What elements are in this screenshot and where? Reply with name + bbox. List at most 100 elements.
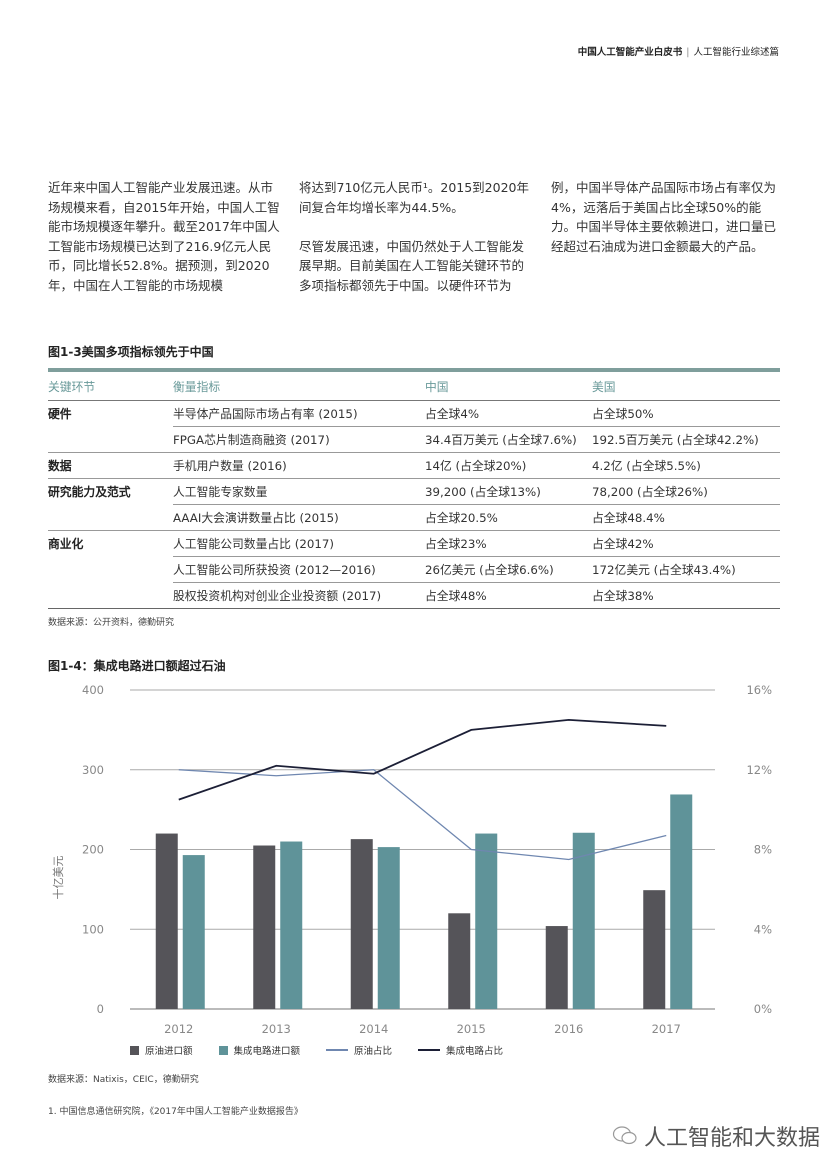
table-cell-metric: 人工智能公司数量占比 (2017) — [173, 530, 425, 557]
header-separator: | — [686, 47, 690, 58]
x-tick-label: 2014 — [359, 1022, 388, 1036]
legend-item: 原油占比 — [326, 1043, 392, 1057]
y-tick-label: 300 — [82, 763, 104, 777]
legend-item: 原油进口额 — [130, 1043, 193, 1057]
table-cell-china: 34.4百万美元 (占全球7.6%) — [425, 426, 592, 453]
bar-ic-2012 — [182, 855, 205, 1009]
table-cell-usa: 78,200 (占全球26%) — [592, 478, 780, 505]
table-row: 数据 手机用户数量 (2016) 14亿 (占全球20%) 4.2亿 (占全球5.5%… — [48, 452, 780, 479]
body-column-2: 将达到710亿元人民币¹。2015到2020年间复合年均增长率为44.5%。 尽… — [299, 178, 531, 315]
legend-line-icon — [418, 1049, 441, 1051]
table-cell-usa: 占全球48.4% — [592, 504, 780, 531]
table-cell-key — [48, 504, 173, 531]
bar-ic-2015 — [475, 833, 498, 1009]
table-cell-metric: FPGA芯片制造商融资 (2017) — [173, 426, 425, 453]
table-row: 硬件 半导体产品国际市场占有率 (2015) 占全球4% 占全球50% — [48, 400, 780, 427]
comparison-table: 关键环节 衡量指标 中国 美国 硬件 半导体产品国际市场占有率 (2015) 占全球… — [48, 368, 780, 609]
table-cell-usa: 192.5百万美元 (占全球42.2%) — [592, 426, 780, 453]
legend-line-icon — [326, 1049, 349, 1051]
column-header: 中国 — [425, 370, 592, 401]
bar-crude-oil-2012 — [155, 833, 178, 1009]
chart: 0 100 200 300 400 0% 4% 8% 12% 16% 2012 2013 2014 201… — [51, 683, 772, 1036]
legend-label: 集成电路进口额 — [233, 1046, 301, 1057]
column-header: 美国 — [592, 370, 780, 401]
table-row: FPGA芯片制造商融资 (2017) 34.4百万美元 (占全球7.6%) 192.… — [48, 426, 780, 453]
y-axis-label: 十亿美元 — [51, 856, 65, 900]
y2-tick-label: 12% — [746, 763, 772, 777]
table-cell-usa: 占全球50% — [592, 400, 780, 427]
legend-swatch-icon — [130, 1045, 139, 1055]
header-title: 中国人工智能产业白皮书 — [577, 47, 683, 58]
x-tick-label: 2017 — [652, 1022, 681, 1036]
table-row: 研究能力及范式 人工智能专家数量 39,200 (占全球13%) 78,200 (占全… — [48, 478, 780, 505]
table-cell-key — [48, 426, 173, 453]
wechat-icon — [612, 1126, 637, 1145]
legend-label: 原油进口额 — [145, 1046, 193, 1057]
y2-tick-label: 0% — [754, 1002, 772, 1016]
bar-crude-oil-2016 — [545, 926, 568, 1009]
table-row: 股权投资机构对创业企业投资额 (2017) 占全球48% 占全球38% — [48, 582, 780, 609]
table-cell-key: 硬件 — [48, 407, 72, 422]
table-header-row: 关键环节 衡量指标 中国 美国 — [48, 370, 780, 401]
table-cell-usa: 4.2亿 (占全球5.5%) — [592, 452, 780, 479]
table-cell-metric: 人工智能专家数量 — [173, 478, 425, 505]
paragraph: 近年来中国人工智能产业发展迅速。从市场规模来看，自2015年开始，中国人工智能市… — [48, 180, 280, 293]
bar-crude-oil-2017 — [643, 890, 666, 1009]
body-column-3: 例，中国半导体产品国际市场占有率仅为4%，远落后于美国占比全球50%的能力。中国… — [551, 178, 783, 276]
y2-tick-label: 4% — [754, 922, 772, 936]
table-cell-key: 数据 — [48, 452, 173, 479]
x-tick-label: 2016 — [554, 1022, 583, 1036]
y2-tick-label: 16% — [746, 683, 772, 697]
table-cell-china: 占全球20.5% — [425, 504, 592, 531]
line-crude-oil-share — [178, 769, 667, 861]
table-cell-china: 39,200 (占全球13%) — [425, 478, 592, 505]
y-tick-label: 0 — [97, 1002, 104, 1016]
y2-tick-label: 8% — [754, 843, 772, 857]
column-header: 衡量指标 — [173, 370, 425, 401]
table-cell-china: 占全球4% — [425, 400, 592, 427]
bar-crude-oil-2014 — [350, 839, 373, 1009]
table-cell-key: 商业化 — [48, 537, 84, 552]
x-tick-label: 2015 — [457, 1022, 486, 1036]
bar-ic-2016 — [572, 832, 595, 1009]
table-cell-china: 26亿美元 (占全球6.6%) — [425, 556, 592, 583]
legend-label: 集成电路占比 — [446, 1046, 504, 1057]
column-header: 关键环节 — [48, 370, 173, 401]
table-cell-key — [48, 557, 173, 583]
table-cell-china: 占全球23% — [425, 530, 592, 557]
table-row: 商业化 人工智能公司数量占比 (2017) 占全球23% 占全球42% — [48, 530, 780, 557]
bar-crude-oil-2015 — [448, 913, 471, 1009]
table-cell-metric: 半导体产品国际市场占有率 (2015) — [173, 400, 425, 427]
table-cell-key — [48, 582, 173, 609]
y-tick-label: 400 — [82, 683, 104, 697]
bar-ic-2014 — [377, 847, 400, 1009]
chart-legend: 原油进口额 集成电路进口额 原油占比 集成电路占比 — [130, 1043, 503, 1057]
x-tick-label: 2012 — [164, 1022, 193, 1036]
table-title: 图1-3美国多项指标领先于中国 — [48, 345, 214, 359]
table-cell-china: 占全球48% — [425, 582, 592, 609]
table-cell-metric: AAAI大会演讲数量占比 (2015) — [173, 504, 425, 531]
x-tick-label: 2013 — [262, 1022, 291, 1036]
table-cell-metric: 手机用户数量 (2016) — [173, 452, 425, 479]
table-cell-usa: 172亿美元 (占全球43.4%) — [592, 556, 780, 583]
paragraph: 尽管发展迅速，中国仍然处于人工智能发展早期。目前美国在人工智能关键环节的多项指标… — [299, 238, 525, 293]
legend-swatch-icon — [218, 1045, 228, 1055]
table-row: AAAI大会演讲数量占比 (2015) 占全球20.5% 占全球48.4% — [48, 504, 780, 531]
watermark-text: 人工智能和大数据 — [644, 1126, 821, 1151]
watermark: 人工智能和大数据 — [612, 1120, 820, 1152]
table-cell-key: 研究能力及范式 — [48, 485, 131, 500]
line-ic-share — [178, 719, 667, 801]
header-subtitle: 人工智能行业综述篇 — [693, 47, 779, 58]
table-source: 数据来源：公开资料，德勤研究 — [48, 618, 175, 628]
bar-ic-2013 — [280, 841, 303, 1009]
table-cell-usa: 占全球42% — [592, 530, 780, 557]
y-tick-label: 100 — [82, 922, 104, 936]
footnote: 1. 中国信息通信研究院，《2017年中国人工智能产业数据报告》 — [48, 1107, 303, 1117]
table-cell-metric: 人工智能公司所获投资 (2012—2016) — [173, 556, 425, 583]
running-header: 中国人工智能产业白皮书 | 人工智能行业综述篇 — [578, 44, 779, 58]
body-column-1: 近年来中国人工智能产业发展迅速。从市场规模来看，自2015年开始，中国人工智能市… — [48, 178, 280, 315]
y-tick-label: 200 — [82, 843, 104, 857]
bar-crude-oil-2013 — [253, 845, 276, 1009]
legend-label: 原油占比 — [354, 1046, 393, 1057]
table-cell-usa: 占全球38% — [592, 582, 780, 609]
